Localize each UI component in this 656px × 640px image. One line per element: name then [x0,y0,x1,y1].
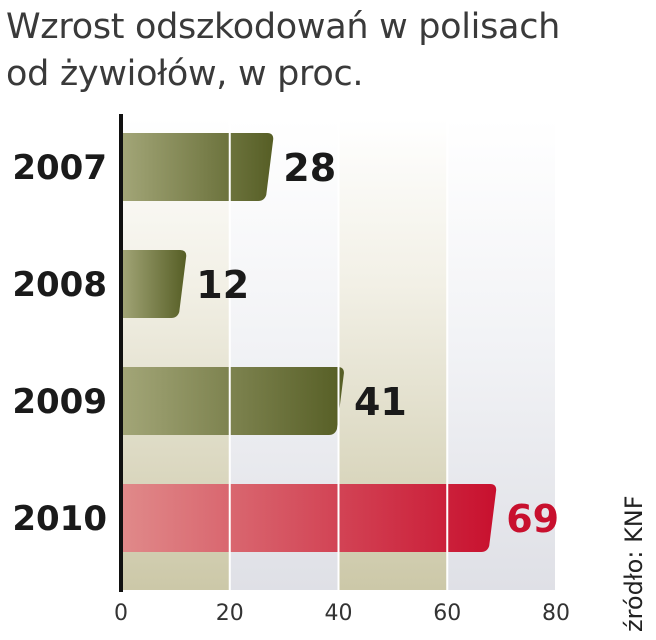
bar-2010 [121,484,497,552]
x-tick-label-40: 40 [325,601,353,626]
chart-title-line-1: Wzrost odszkodowań w polisach [6,7,561,47]
bar-2007 [121,133,274,201]
category-label-2008: 2008 [12,265,107,305]
category-label-2010: 2010 [12,499,107,539]
bar-2009 [121,367,344,435]
chart-title-line-2: od żywiołów, w proc. [6,54,364,94]
bar-2008 [121,250,187,318]
chart-title: Wzrost odszkodowań w polisach od żywiołó… [6,4,606,98]
value-label-2010: 69 [506,497,559,541]
value-label-2007: 28 [283,146,336,190]
category-label-2009: 2009 [12,382,107,422]
x-tick-label-60: 60 [433,601,461,626]
source-note: źródło: KNF [620,495,648,632]
x-tick-label-80: 80 [542,601,570,626]
category-label-2007: 2007 [12,148,107,188]
x-tick-label-0: 0 [114,601,128,626]
x-tick-label-20: 20 [216,601,244,626]
value-label-2009: 41 [354,380,407,424]
value-label-2008: 12 [196,263,249,307]
